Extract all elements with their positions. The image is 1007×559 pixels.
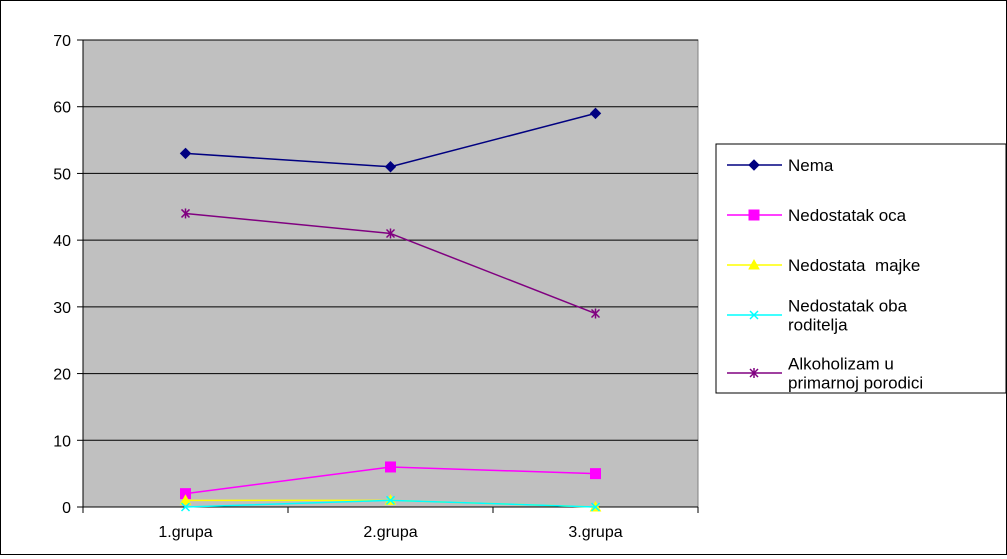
data-point bbox=[179, 147, 192, 160]
legend-item: Nedostatak oba roditelja bbox=[727, 297, 908, 335]
y-tick-label: 40 bbox=[53, 233, 71, 250]
plot-area: 0 10 20 30 40 50 60 70 1.grupa 2.grupa 3.grupa bbox=[53, 33, 699, 541]
legend-item: Nedostatak oca bbox=[727, 206, 907, 225]
y-tick-label: 30 bbox=[53, 300, 71, 317]
data-point bbox=[589, 107, 602, 120]
x-tick-label: 3.grupa bbox=[568, 524, 622, 541]
series-0 bbox=[179, 107, 602, 173]
data-point bbox=[590, 468, 601, 480]
marker-stroke bbox=[180, 502, 191, 512]
legend-label: Nedostatak oca bbox=[788, 206, 907, 225]
legend-label-line: Nedostatak oca bbox=[788, 206, 907, 225]
series-4 bbox=[180, 208, 601, 319]
plot-background bbox=[82, 39, 699, 508]
x-tick-label: 1.grupa bbox=[158, 524, 212, 541]
data-point bbox=[385, 461, 396, 473]
legend-label-line: Nedostata majke bbox=[788, 256, 920, 275]
legend-box bbox=[715, 143, 1007, 394]
y-tick-label: 70 bbox=[53, 33, 71, 50]
legend-label-line: Nema bbox=[788, 156, 834, 175]
legend-label-line: Alkoholizam u bbox=[788, 355, 894, 374]
data-point bbox=[384, 161, 397, 173]
legend-item: Nedostata majke bbox=[727, 256, 920, 275]
legend-marker bbox=[749, 368, 759, 378]
data-point bbox=[179, 494, 192, 505]
legend-label: Nedostatak oba roditelja bbox=[788, 297, 908, 335]
data-point bbox=[590, 308, 601, 319]
marker-stroke bbox=[385, 495, 396, 505]
marker-stroke bbox=[749, 310, 759, 320]
data-point bbox=[385, 228, 396, 239]
data-point bbox=[180, 502, 191, 512]
x-tick-label: 2.grupa bbox=[363, 524, 417, 541]
legend-item: Nema bbox=[727, 156, 834, 175]
legend-marker bbox=[748, 258, 760, 270]
y-tick-label: 60 bbox=[53, 100, 71, 117]
y-tick-label: 20 bbox=[53, 367, 71, 384]
marker-stroke bbox=[590, 502, 601, 512]
legend-marker bbox=[748, 159, 760, 171]
data-point bbox=[180, 208, 191, 219]
legend-label-line: Nedostatak oba bbox=[788, 297, 908, 316]
legend: Nema Nedostatak oca Nedostata majke Nedosta… bbox=[715, 143, 1007, 394]
legend-label: Nedostata majke bbox=[788, 256, 920, 275]
legend-label: Nema bbox=[788, 156, 834, 175]
legend-marker bbox=[749, 310, 759, 320]
series-3 bbox=[180, 495, 601, 512]
data-point bbox=[590, 502, 601, 512]
y-tick-label: 10 bbox=[53, 433, 71, 450]
legend-label-line: primarnoj porodici bbox=[788, 374, 923, 393]
data-point bbox=[385, 495, 396, 505]
y-tick-label: 0 bbox=[62, 500, 71, 517]
legend-marker bbox=[748, 209, 760, 221]
legend-item: Alkoholizam u primarnoj porodici bbox=[727, 355, 923, 393]
legend-label-line: roditelja bbox=[788, 316, 848, 335]
y-tick-label: 50 bbox=[53, 166, 71, 183]
legend-label: Alkoholizam u primarnoj porodici bbox=[788, 355, 923, 393]
